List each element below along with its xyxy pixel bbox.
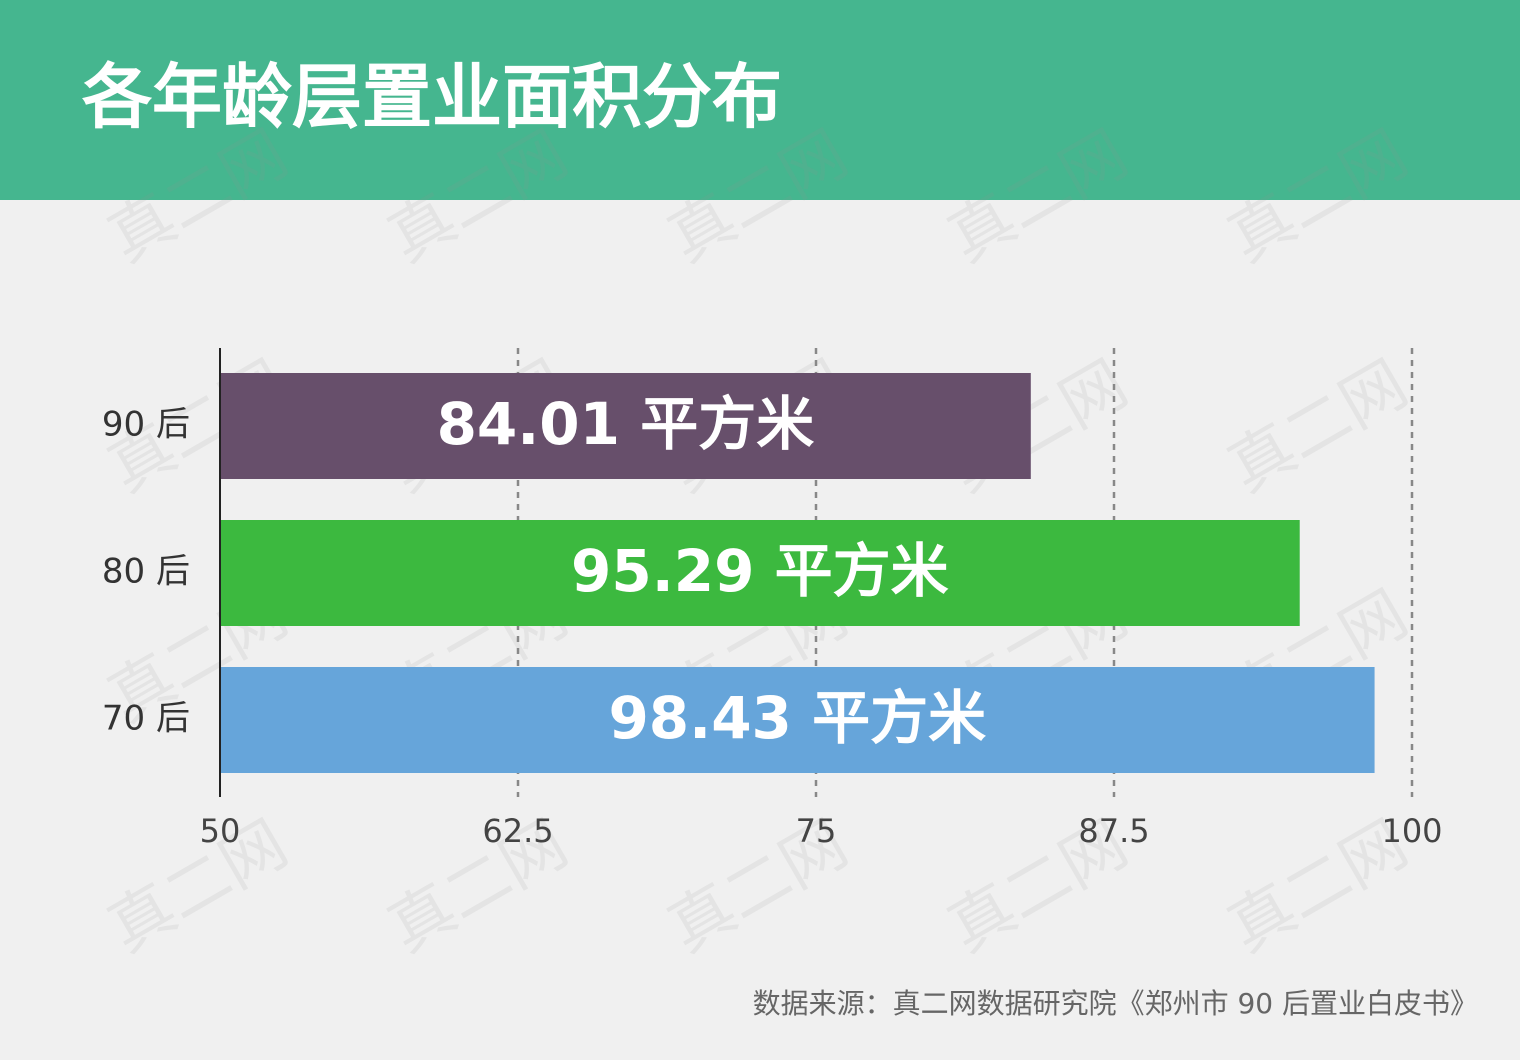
- value-label: 98.43 平方米: [608, 684, 986, 752]
- bar: [220, 520, 1300, 626]
- y-tick-label: 90 后: [102, 405, 190, 445]
- y-tick-label: 70 后: [102, 699, 190, 739]
- source-note: 数据来源：真二网数据研究院《郑州市 90 后置业白皮书》: [753, 987, 1478, 1020]
- header-band: [0, 0, 1520, 200]
- x-tick-label: 50: [200, 812, 241, 850]
- x-tick-label: 62.5: [482, 812, 553, 850]
- chart-title: 各年龄层置业面积分布: [82, 56, 782, 138]
- x-tick-label: 75: [796, 812, 837, 850]
- bar: [220, 667, 1375, 773]
- x-tick-label: 100: [1381, 812, 1442, 850]
- x-tick-label: 87.5: [1078, 812, 1149, 850]
- value-label: 95.29 平方米: [571, 537, 949, 605]
- y-tick-label: 80 后: [102, 552, 190, 592]
- value-label: 84.01 平方米: [437, 390, 815, 458]
- bar: [220, 373, 1031, 479]
